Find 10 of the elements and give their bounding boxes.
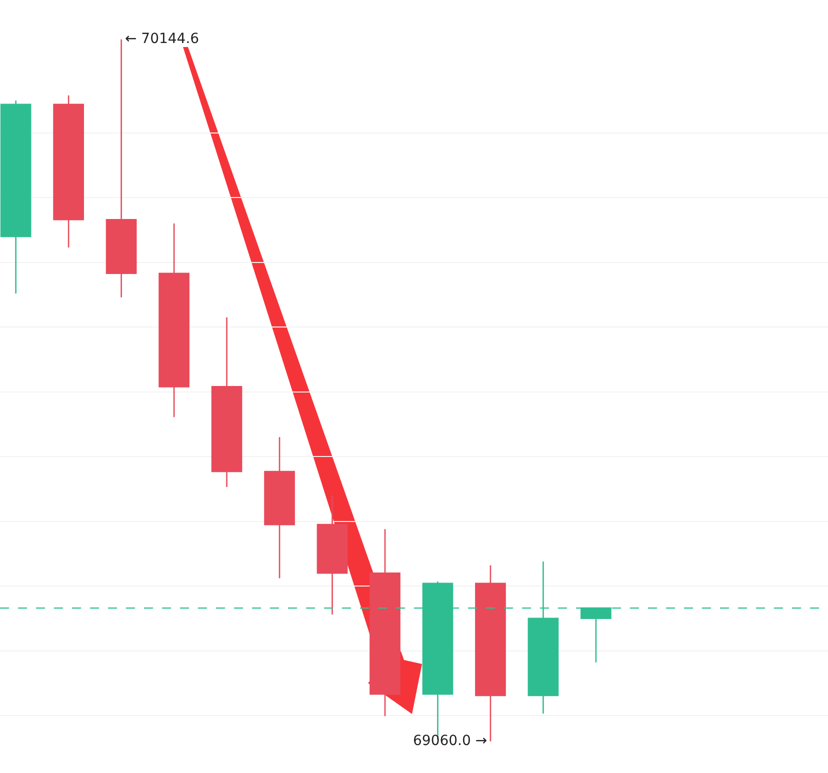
candlestick xyxy=(0,100,32,294)
candlestick xyxy=(211,316,242,488)
annotation: ← 70144.6 xyxy=(125,31,200,47)
candlestick xyxy=(475,564,506,742)
candlestick xyxy=(53,94,84,248)
candlestick xyxy=(158,222,190,418)
candlestick xyxy=(316,494,348,616)
candlestick xyxy=(370,528,400,717)
candlestick xyxy=(264,436,295,579)
annotation: 69060.0 → xyxy=(413,733,488,749)
